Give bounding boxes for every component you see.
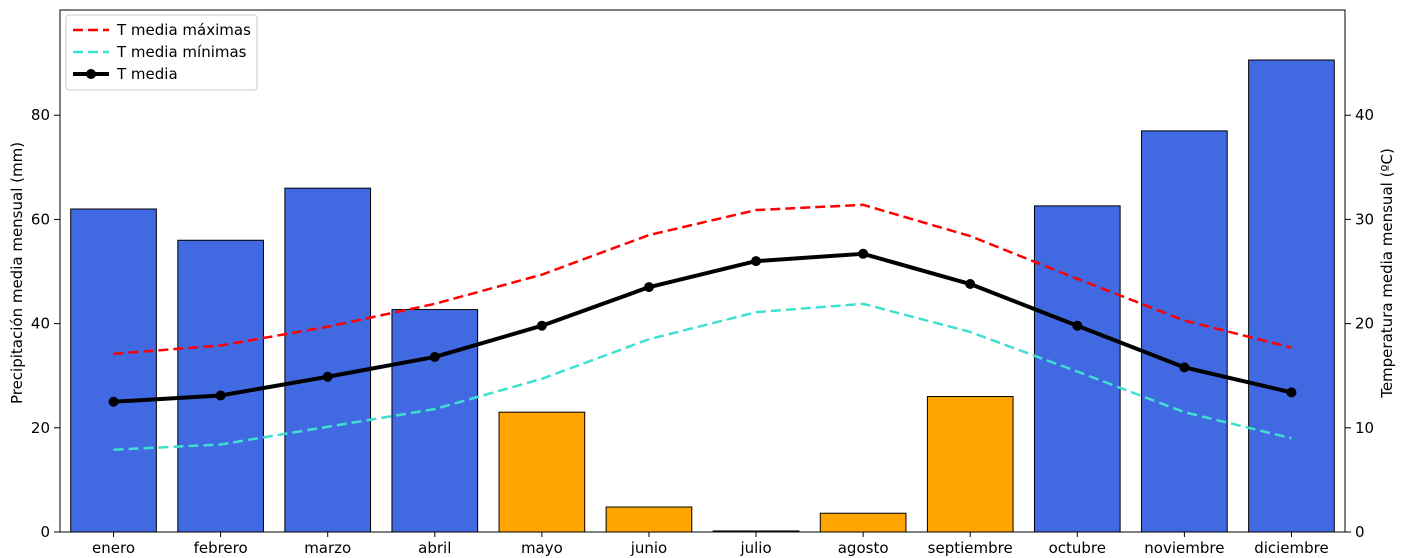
right-tick-label-0: 0 [1355, 523, 1365, 541]
legend-label-1: T media mínimas [116, 43, 247, 61]
bar-mayo [498, 411, 586, 533]
series-point-2-5 [643, 282, 654, 293]
x-tick-label-0: enero [92, 539, 135, 557]
x-tick-label-2: marzo [304, 539, 351, 557]
series-point-2-11 [1286, 387, 1297, 398]
left-tick-label-3: 60 [31, 210, 50, 228]
bar-septiembre [926, 396, 1014, 533]
bar-marzo [284, 187, 372, 533]
series-line-1 [113, 302, 1292, 451]
legend-marker-2 [86, 69, 96, 79]
right-tick-label-4: 40 [1355, 106, 1374, 124]
x-tick-label-5: junio [630, 539, 668, 557]
left-tick-label-0: 0 [40, 523, 50, 541]
left-y-axis: 0 20 40 60 80 [31, 106, 60, 541]
bar-enero [70, 208, 157, 533]
x-tick-label-4: mayo [521, 539, 563, 557]
right-y-axis-label: Temperatura media mensual (ºC) [1378, 148, 1396, 399]
bar-abril [391, 309, 479, 533]
bar-junio [605, 506, 693, 533]
bar-agosto [819, 512, 907, 533]
series-point-2-0 [108, 396, 119, 407]
legend-box [65, 14, 258, 91]
series-line-2 [113, 251, 1292, 404]
plot-frame [59, 9, 1346, 533]
left-tick-label-2: 40 [31, 315, 50, 333]
legend-label-0: T media máximas [116, 21, 251, 39]
left-y-axis-label: Precipitación media mensual (mm) [8, 142, 26, 404]
left-tick-label-1: 20 [31, 419, 50, 437]
x-tick-label-10: noviembre [1144, 539, 1224, 557]
series-point-2-8 [965, 279, 976, 290]
bar-noviembre [1141, 130, 1228, 533]
x-tick-label-8: septiembre [928, 539, 1013, 557]
bar-diciembre [1248, 59, 1335, 533]
series-point-2-4 [536, 320, 547, 331]
bar-febrero [177, 239, 264, 533]
x-tick-label-6: julio [739, 539, 771, 557]
legend-label-2: T media [116, 65, 178, 83]
right-tick-label-3: 30 [1355, 210, 1374, 228]
x-tick-label-1: febrero [194, 539, 248, 557]
x-tick-label-3: abril [418, 539, 451, 557]
right-tick-label-1: 10 [1355, 419, 1374, 437]
series-point-2-1 [215, 390, 226, 401]
left-tick-label-4: 80 [31, 106, 50, 124]
x-tick-label-9: octubre [1049, 539, 1106, 557]
series-point-2-9 [1072, 320, 1083, 331]
right-y-axis: 0 10 20 30 40 [1345, 106, 1374, 541]
x-tick-label-7: agosto [838, 539, 889, 557]
right-tick-label-2: 20 [1355, 315, 1374, 333]
x-axis: enero febrero marzo abril mayo junio julio agos… [92, 532, 1329, 557]
series-point-2-7 [858, 248, 869, 259]
series-point-2-10 [1179, 362, 1190, 373]
series-point-2-2 [322, 371, 333, 382]
series-point-2-6 [751, 256, 762, 267]
bar-octubre [1033, 205, 1121, 533]
x-tick-label-11: diciembre [1254, 539, 1329, 557]
temperature-lines [108, 203, 1297, 451]
series-point-2-3 [429, 351, 440, 362]
precipitation-bars [70, 59, 1335, 533]
legend: T media máximas T media mínimas T media [65, 14, 258, 91]
series-line-0 [113, 203, 1292, 356]
